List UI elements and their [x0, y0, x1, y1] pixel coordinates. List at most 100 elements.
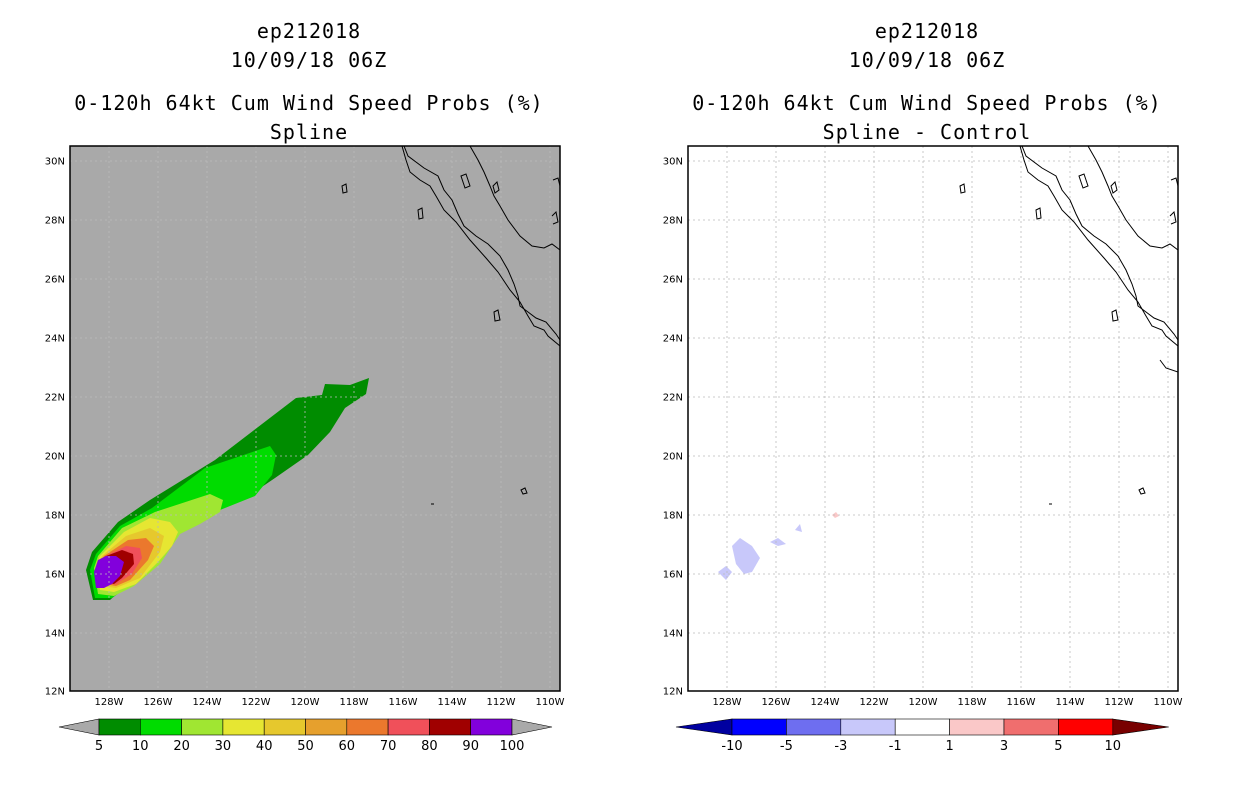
left-colorbar-swatch [470, 718, 513, 736]
colorbar-label: -5 [780, 739, 793, 754]
lon-label: 116W [1007, 697, 1036, 708]
right-title-storm: ep212018 [875, 19, 979, 43]
left-map-border [69, 145, 561, 692]
lat-label: 12N [45, 687, 65, 698]
lat-label: 14N [663, 629, 683, 640]
left-map-frame [69, 145, 561, 692]
left-gridlines [70, 146, 560, 691]
left-coastlines [341, 146, 560, 505]
diff-minus-3-contour [718, 566, 732, 580]
lat-label: 22N [45, 393, 65, 404]
left-title-method: Spline [270, 120, 348, 144]
lat-label: 28N [45, 216, 65, 227]
colorbar-label: 3 [1000, 739, 1008, 754]
colorbar-label: 100 [500, 739, 525, 754]
right-title-product: 0-120h 64kt Cum Wind Speed Probs (%) [692, 91, 1161, 115]
left-title-product: 0-120h 64kt Cum Wind Speed Probs (%) [74, 91, 543, 115]
left-colorbar-swatch [346, 718, 389, 736]
right-colorbar-swatch [840, 718, 896, 736]
left-colorbar-swatch [305, 718, 348, 736]
lat-label: 26N [45, 275, 65, 286]
lat-label: 14N [45, 629, 65, 640]
lon-label: 122W [860, 697, 889, 708]
lon-label: 112W [487, 697, 516, 708]
lat-label: 30N [45, 157, 65, 168]
right-map-frame [687, 145, 1179, 692]
left-colorbar-under-arrow [58, 718, 100, 736]
lat-label: 26N [663, 275, 683, 286]
lon-label: 120W [909, 697, 938, 708]
colorbar-label: -10 [721, 739, 742, 754]
lon-label: 126W [144, 697, 173, 708]
lat-label: 16N [45, 570, 65, 581]
diff-minus-3-contour [732, 538, 760, 574]
colorbar-label: 10 [132, 739, 149, 754]
lon-label: 110W [536, 697, 565, 708]
colorbar-label: 40 [256, 739, 273, 754]
left-colorbar [58, 718, 553, 736]
lat-label: 20N [663, 452, 683, 463]
lon-label: 118W [958, 697, 987, 708]
colorbar-label: 90 [462, 739, 479, 754]
right-panel: ep212018 10/09/18 06Z 0-120h 64kt Cum Wi… [663, 19, 1183, 754]
right-colorbar-under-arrow [675, 718, 733, 736]
right-map-background [688, 146, 1178, 691]
colorbar-label: 80 [421, 739, 438, 754]
lon-label: 110W [1154, 697, 1183, 708]
left-probability-field [86, 378, 369, 600]
colorbar-label: 5 [95, 739, 103, 754]
lat-label: 24N [45, 334, 65, 345]
right-map-border [687, 145, 1179, 692]
right-colorbar-swatch [731, 718, 787, 736]
lon-label: 128W [713, 697, 742, 708]
left-colorbar-swatch [181, 718, 224, 736]
right-colorbar-swatch [1003, 718, 1059, 736]
right-colorbar-swatch [1058, 718, 1114, 736]
left-lon-axis: 128W 126W 124W 122W 120W 118W 116W 114W … [95, 697, 565, 708]
right-lon-axis: 128W 126W 124W 122W 120W 118W 116W 114W … [713, 697, 1183, 708]
left-colorbar-swatch [429, 718, 471, 736]
lat-label: 22N [663, 393, 683, 404]
right-colorbar-swatch [949, 718, 1005, 736]
left-title-date: 10/09/18 06Z [231, 48, 388, 72]
lat-label: 28N [663, 216, 683, 227]
lat-label: 20N [45, 452, 65, 463]
right-lat-axis: 30N 28N 26N 24N 22N 20N 18N 16N 14N 12N [663, 157, 683, 698]
lon-label: 128W [95, 697, 124, 708]
colorbar-label: 70 [380, 739, 397, 754]
left-colorbar-swatch [222, 718, 265, 736]
colorbar-label: 5 [1054, 739, 1062, 754]
lat-label: 18N [663, 511, 683, 522]
left-colorbar-labels: 5 10 20 30 40 50 60 70 80 90 100 [95, 739, 525, 754]
colorbar-label: -1 [889, 739, 902, 754]
lat-label: 18N [45, 511, 65, 522]
lon-label: 120W [291, 697, 320, 708]
right-colorbar-swatch [894, 718, 950, 736]
left-lat-axis: 30N 28N 26N 24N 22N 20N 18N 16N 14N 12N [45, 157, 65, 698]
lat-label: 16N [663, 570, 683, 581]
left-colorbar-over-arrow [511, 718, 553, 736]
left-panel: ep212018 10/09/18 06Z 0-120h 64kt Cum Wi… [45, 19, 565, 754]
right-colorbar-labels: -10 -5 -3 -1 1 3 5 10 [721, 739, 1121, 754]
colorbar-label: 50 [297, 739, 314, 754]
lon-label: 114W [438, 697, 467, 708]
lon-label: 124W [811, 697, 840, 708]
right-colorbar-swatch [786, 718, 842, 736]
left-title-storm: ep212018 [257, 19, 361, 43]
right-difference-field [718, 512, 839, 580]
left-colorbar-swatch [98, 718, 141, 736]
left-colorbar-swatch [140, 718, 182, 736]
right-gridlines [688, 146, 1178, 691]
lat-label: 12N [663, 687, 683, 698]
right-colorbar-over-arrow [1112, 718, 1169, 736]
diff-plus-1-contour [832, 512, 839, 518]
lat-label: 30N [663, 157, 683, 168]
colorbar-label: 1 [945, 739, 953, 754]
left-colorbar-swatch [263, 718, 306, 736]
right-title-method: Spline - Control [823, 120, 1032, 144]
colorbar-label: 20 [173, 739, 190, 754]
lon-label: 116W [389, 697, 418, 708]
diff-minus-3-contour [795, 524, 802, 532]
colorbar-label: 10 [1105, 739, 1122, 754]
